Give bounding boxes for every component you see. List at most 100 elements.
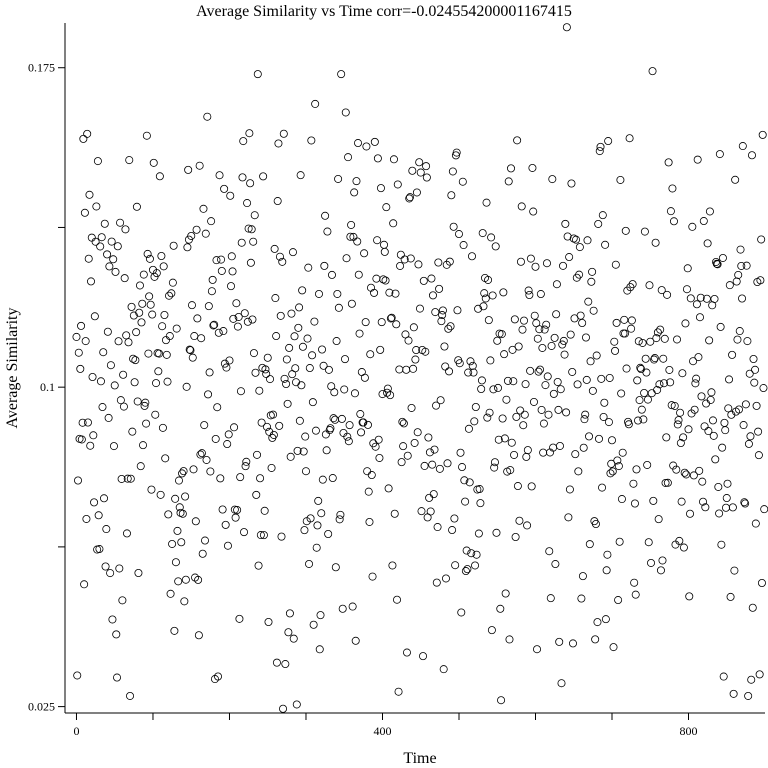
data-point-241: [256, 531, 265, 540]
data-point-815: [695, 313, 704, 322]
data-point-821: [700, 422, 709, 431]
data-point-598: [529, 397, 538, 406]
data-point-238: [254, 561, 263, 570]
data-point-52: [112, 630, 121, 639]
data-point-825: [703, 239, 712, 248]
data-point-135: [175, 503, 184, 512]
data-point-820: [699, 217, 708, 226]
data-point-744: [641, 354, 650, 363]
data-point-620: [546, 594, 555, 603]
data-point-464: [427, 274, 436, 283]
data-point-714: [618, 448, 627, 457]
data-point-274: [282, 379, 291, 388]
data-point-133: [174, 577, 183, 586]
data-point-57: [116, 218, 125, 227]
data-point-628: [552, 280, 561, 289]
data-point-742: [640, 388, 649, 397]
data-point-440: [409, 364, 418, 373]
data-point-552: [494, 435, 503, 444]
data-point-405: [382, 203, 391, 212]
data-point-853: [725, 375, 734, 384]
data-point-77: [131, 356, 140, 365]
data-point-335: [328, 474, 337, 483]
data-point-296: [298, 342, 307, 351]
data-point-436: [406, 193, 415, 202]
data-point-280: [286, 452, 295, 461]
data-point-85: [137, 318, 146, 327]
data-point-848: [721, 426, 730, 435]
data-point-741: [639, 415, 648, 424]
data-point-86: [138, 299, 147, 308]
data-point-536: [482, 198, 491, 207]
data-point-58: [116, 396, 125, 405]
data-point-337: [330, 388, 339, 397]
data-point-758: [652, 334, 661, 343]
data-point-82: [135, 308, 144, 317]
data-point-516: [467, 549, 476, 558]
data-point-584: [519, 421, 528, 430]
data-point-134: [174, 476, 183, 485]
data-point-23: [90, 498, 99, 507]
data-point-753: [648, 67, 657, 76]
data-point-151: [187, 301, 196, 310]
data-point-585: [520, 316, 529, 325]
data-point-717: [621, 329, 630, 338]
data-point-571: [509, 377, 518, 386]
data-point-424: [396, 250, 405, 259]
data-point-257: [269, 410, 278, 419]
data-point-2: [74, 476, 83, 485]
data-point-263: [273, 197, 282, 206]
data-point-641: [562, 23, 571, 32]
data-point-228: [246, 258, 255, 267]
data-point-532: [479, 302, 488, 311]
data-point-275: [282, 355, 291, 364]
data-point-39: [102, 525, 111, 534]
data-point-898: [759, 384, 768, 393]
data-point-365: [351, 636, 360, 645]
data-point-731: [631, 590, 640, 599]
data-point-345: [336, 510, 345, 519]
data-point-95: [145, 292, 154, 301]
data-point-806: [689, 357, 698, 366]
data-point-137: [177, 538, 186, 547]
data-point-895: [757, 235, 766, 244]
y-axis-ticks: 0.025 0.1 0.175: [28, 61, 65, 714]
data-point-706: [612, 318, 621, 327]
data-point-50: [110, 381, 119, 390]
data-point-699: [607, 459, 616, 468]
data-point-84: [136, 462, 145, 471]
data-point-224: [243, 317, 252, 326]
data-point-319: [316, 611, 325, 620]
data-point-304: [305, 559, 314, 568]
data-point-885: [749, 354, 758, 363]
data-point-577: [513, 482, 522, 491]
data-point-872: [739, 421, 748, 430]
data-point-779: [668, 184, 677, 193]
data-point-88: [139, 270, 148, 279]
data-point-520: [470, 417, 479, 426]
data-point-662: [578, 572, 587, 581]
y-tick-label-0: 0.025: [28, 700, 55, 714]
data-point-279: [285, 609, 294, 618]
data-point-653: [572, 235, 581, 244]
data-point-593: [526, 366, 535, 375]
data-point-214: [236, 473, 245, 482]
data-point-799: [683, 264, 692, 273]
data-point-832: [708, 416, 717, 425]
data-point-401: [379, 275, 388, 284]
data-point-724: [626, 283, 635, 292]
data-point-262: [272, 658, 281, 667]
data-point-122: [165, 332, 174, 341]
data-point-447: [414, 260, 423, 269]
data-point-682: [594, 219, 603, 228]
data-point-42: [104, 413, 113, 422]
data-point-166: [199, 204, 208, 213]
data-point-170: [202, 455, 211, 464]
data-point-310: [309, 620, 318, 629]
data-point-462: [425, 448, 434, 457]
data-point-814: [695, 466, 704, 475]
data-point-776: [666, 378, 675, 387]
y-tick-label-4: 0.175: [28, 61, 55, 75]
data-point-701: [608, 467, 617, 476]
data-point-26: [92, 202, 101, 211]
